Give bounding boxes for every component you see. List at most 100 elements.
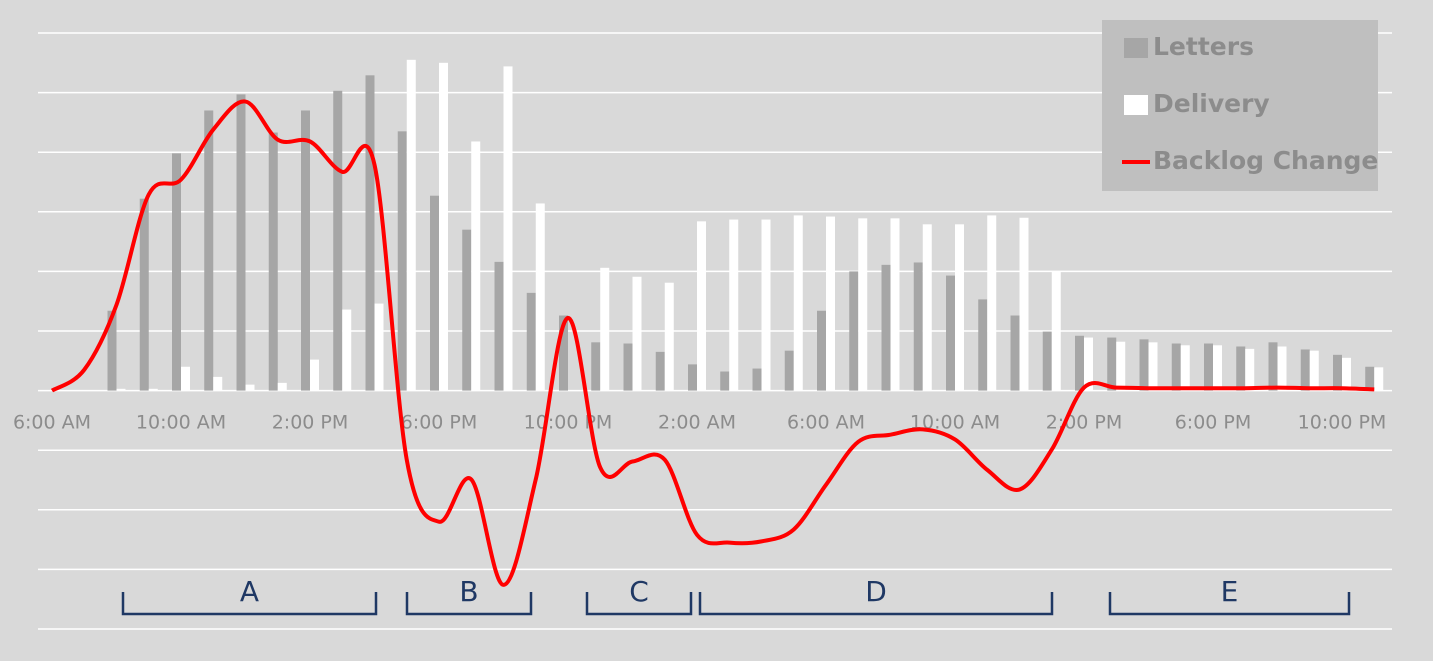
annotation: C xyxy=(629,575,649,608)
bar xyxy=(172,153,181,391)
bar xyxy=(277,382,287,391)
bar xyxy=(1309,350,1319,391)
bar xyxy=(623,343,633,391)
x-tick-label: 10:00 PM xyxy=(524,412,613,434)
legend-label: Delivery xyxy=(1153,89,1270,118)
x-tick-label: 2:00 PM xyxy=(1046,412,1123,434)
bar xyxy=(245,384,255,391)
bar xyxy=(720,371,730,391)
bar xyxy=(817,310,826,391)
bar xyxy=(462,229,472,391)
bar xyxy=(526,292,536,391)
x-tick-label: 6:00 AM xyxy=(13,412,91,434)
legend-swatch xyxy=(1124,95,1148,115)
annotation: A xyxy=(240,575,259,608)
legend-swatch xyxy=(1124,38,1148,58)
annotation: B xyxy=(459,575,478,608)
bar xyxy=(1277,346,1287,391)
bar xyxy=(1084,337,1093,391)
bar xyxy=(922,224,932,391)
bar xyxy=(784,350,794,391)
bar xyxy=(761,219,771,391)
bar xyxy=(978,299,988,391)
bar xyxy=(890,218,900,391)
x-tick-label: 10:00 PM xyxy=(1298,412,1387,434)
bracket xyxy=(121,592,378,616)
bar xyxy=(955,224,964,391)
bar xyxy=(1019,217,1029,391)
bar xyxy=(559,315,568,391)
bar xyxy=(1268,342,1278,391)
bar xyxy=(858,218,868,391)
bar xyxy=(181,366,190,391)
annotation: D xyxy=(865,575,887,608)
annotation: E xyxy=(1221,575,1239,608)
bar xyxy=(397,131,407,391)
bar xyxy=(1374,367,1384,391)
bar xyxy=(503,66,513,391)
x-tick-label: 2:00 AM xyxy=(658,412,736,434)
x-tick-label: 6:00 PM xyxy=(401,412,478,434)
bar xyxy=(268,132,278,391)
line xyxy=(50,99,1375,587)
bar xyxy=(342,309,352,391)
bar xyxy=(697,221,706,391)
legend-label: Backlog Change xyxy=(1153,146,1378,175)
bracket xyxy=(405,592,533,616)
bar xyxy=(148,388,158,391)
x-tick-label: 10:00 AM xyxy=(136,412,226,434)
bar xyxy=(591,342,601,391)
bar xyxy=(688,364,697,391)
bar xyxy=(1236,346,1246,391)
bracket xyxy=(1108,592,1351,616)
bar xyxy=(116,388,126,391)
bar xyxy=(365,75,375,391)
bar xyxy=(1365,366,1375,391)
bar xyxy=(600,267,610,391)
bar xyxy=(374,303,384,391)
bar xyxy=(406,59,416,391)
bar xyxy=(729,219,739,391)
bar xyxy=(430,195,439,391)
bar xyxy=(1180,345,1190,391)
bar xyxy=(471,141,481,391)
bar xyxy=(987,215,997,391)
bar xyxy=(139,198,149,391)
bracket xyxy=(698,592,1054,616)
bar xyxy=(1171,343,1181,391)
x-tick-label: 6:00 AM xyxy=(787,412,865,434)
bar xyxy=(1010,315,1020,391)
bar xyxy=(793,215,803,391)
x-tick-label: 2:00 PM xyxy=(272,412,349,434)
bar xyxy=(913,262,923,391)
x-tick-label: 10:00 AM xyxy=(910,412,1000,434)
bar xyxy=(1148,342,1158,391)
bar xyxy=(1107,337,1117,391)
legend-label: Letters xyxy=(1153,32,1254,61)
bar xyxy=(1333,354,1342,391)
bar xyxy=(1300,349,1310,391)
bracket xyxy=(585,592,693,616)
bar xyxy=(849,271,859,391)
bar xyxy=(107,310,117,391)
bar xyxy=(1213,345,1222,391)
bar xyxy=(310,359,319,391)
bar xyxy=(301,110,310,391)
bar xyxy=(826,216,835,391)
bar xyxy=(1342,357,1351,391)
x-tick-label: 6:00 PM xyxy=(1175,412,1252,434)
bar xyxy=(204,110,214,391)
bar xyxy=(333,90,343,391)
bar xyxy=(213,376,223,391)
bar xyxy=(881,264,891,391)
bar xyxy=(236,94,246,391)
bar xyxy=(752,368,762,391)
bar xyxy=(946,275,955,391)
bar xyxy=(535,203,545,391)
bar xyxy=(655,351,665,391)
bar xyxy=(1051,271,1061,391)
bar xyxy=(1042,331,1052,391)
bar xyxy=(1075,335,1084,391)
bar xyxy=(1139,339,1149,391)
